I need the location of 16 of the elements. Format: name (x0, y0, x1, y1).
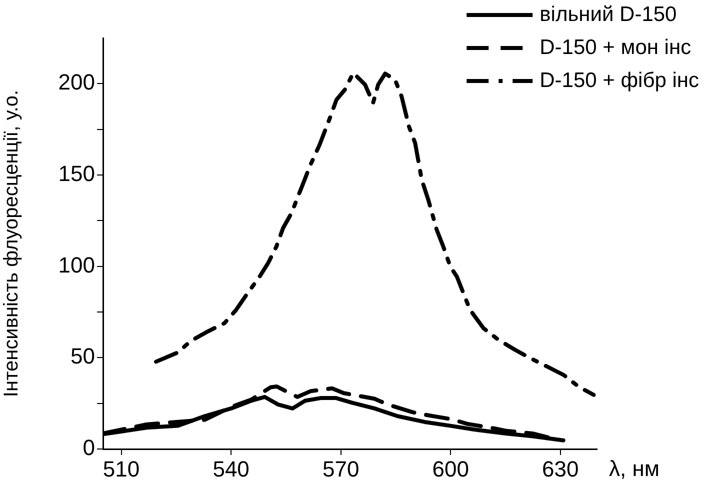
y-tick-label: 50 (70, 344, 95, 369)
x-axis-title: λ, нм (609, 456, 660, 482)
y-tick-label: 200 (58, 70, 95, 95)
y-tick-label: 150 (58, 161, 95, 186)
line-series (154, 70, 596, 397)
x-tick-label: 540 (212, 456, 250, 482)
x-tick-label: 630 (542, 456, 579, 482)
y-tick-label: 100 (58, 252, 95, 278)
x-tick-label: 510 (102, 456, 140, 482)
x-tick-label: 570 (322, 456, 360, 482)
legend-label: D-150 + мон інс (540, 36, 692, 59)
legend-label: вільний D-150 (540, 2, 677, 26)
x-tick-label: 600 (432, 456, 469, 482)
y-tick-label: 0 (82, 435, 95, 460)
y-axis-title: Інтенсивність флуоресценції, у.о. (0, 90, 23, 398)
legend-label: D-150 + фібр інс (540, 68, 700, 92)
